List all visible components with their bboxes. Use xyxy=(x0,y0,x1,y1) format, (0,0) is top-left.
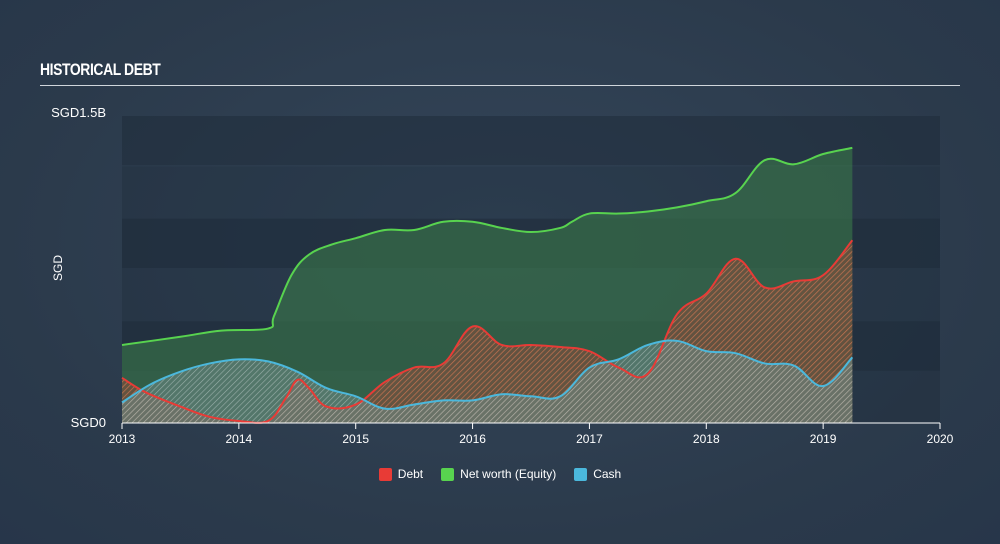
grid-band xyxy=(122,116,940,166)
legend-item-equity[interactable]: Net worth (Equity) xyxy=(441,467,556,481)
line-cash xyxy=(121,339,854,410)
x-tick-label: 2019 xyxy=(810,432,837,446)
legend-label-cash: Cash xyxy=(593,467,622,481)
y-tick-label-top: SGD1.5B xyxy=(51,105,106,120)
x-tick-label: 2013 xyxy=(109,432,136,446)
title-divider xyxy=(40,85,960,86)
legend-item-cash[interactable]: Cash xyxy=(574,467,621,481)
legend-swatch-cash xyxy=(574,467,588,481)
legend-swatch-debt xyxy=(378,467,392,481)
area-cash xyxy=(122,340,853,423)
x-tick-label: 2015 xyxy=(342,432,369,446)
chart-legend: Debt Net worth (Equity) Cash xyxy=(0,467,1000,481)
legend-swatch-equity xyxy=(441,467,455,481)
x-tick-label: 2017 xyxy=(576,432,603,446)
legend-label-equity: Net worth (Equity) xyxy=(460,467,557,481)
x-tick-label: 2020 xyxy=(927,432,954,446)
x-tick-label: 2014 xyxy=(226,432,253,446)
chart-title: HISTORICAL DEBT xyxy=(40,60,161,79)
legend-item-debt[interactable]: Debt xyxy=(378,467,424,481)
x-tick-label: 2018 xyxy=(693,432,720,446)
x-tick-label: 2016 xyxy=(459,432,486,446)
axes: 2013 2014 2015 2016 2017 2018 2019 2020 xyxy=(109,422,954,446)
y-axis-label: SGD xyxy=(51,255,65,281)
legend-label-debt: Debt xyxy=(397,467,424,481)
series-areas xyxy=(122,147,853,423)
y-tick-label-bottom: SGD0 xyxy=(71,415,106,430)
line-net-worth-equity xyxy=(121,146,853,346)
